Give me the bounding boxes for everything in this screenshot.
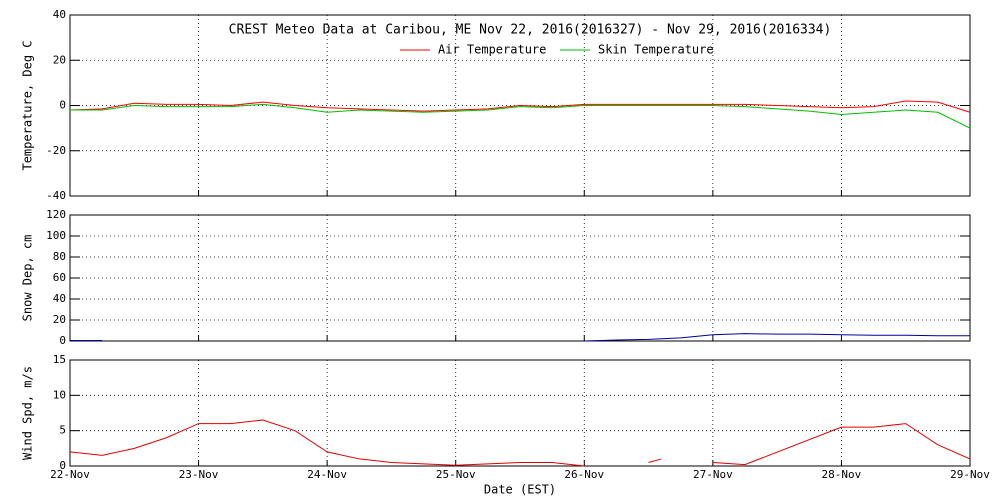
y-tick-label: 100 <box>46 229 66 242</box>
data-line <box>648 458 662 463</box>
x-tick-label: 23-Nov <box>179 468 219 481</box>
y-axis-label: Snow Dep, cm <box>21 235 35 322</box>
plot-frame <box>69 14 971 197</box>
data-line <box>584 333 970 342</box>
x-tick-label: 25-Nov <box>436 468 476 481</box>
y-axis-label: Temperature, Deg C <box>21 40 35 170</box>
y-tick-label: -40 <box>46 189 66 202</box>
y-tick-label: 40 <box>53 292 66 305</box>
y-tick-label: 20 <box>53 313 66 326</box>
legend-label: Skin Temperature <box>598 43 714 57</box>
y-tick-label: -20 <box>46 144 66 157</box>
x-tick-label: 28-Nov <box>822 468 862 481</box>
data-line <box>69 100 971 113</box>
x-tick-label: 24-Nov <box>307 468 347 481</box>
chart-title: CREST Meteo Data at Caribou, ME Nov 22, … <box>229 23 832 38</box>
data-line <box>70 103 971 129</box>
y-tick-label: 40 <box>53 8 66 21</box>
y-tick-label: 120 <box>46 208 66 221</box>
y-tick-label: 10 <box>53 388 66 401</box>
y-tick-label: 15 <box>53 353 66 366</box>
y-tick-label: 20 <box>53 53 66 66</box>
plot-frame <box>69 214 971 342</box>
x-axis-label: Date (EST) <box>484 483 556 497</box>
y-axis-label: Wind Spd, m/s <box>21 366 35 460</box>
x-tick-label: 29-Nov <box>950 468 990 481</box>
y-tick-label: 0 <box>59 334 66 347</box>
y-tick-label: 0 <box>59 459 66 472</box>
y-tick-label: 0 <box>59 99 66 112</box>
y-tick-label: 5 <box>59 424 66 437</box>
y-tick-label: 60 <box>53 271 66 284</box>
plot-frame <box>69 359 971 467</box>
legend-label: Air Temperature <box>438 43 546 57</box>
data-line <box>712 423 971 466</box>
y-tick-label: 80 <box>53 250 66 263</box>
x-tick-label: 27-Nov <box>693 468 733 481</box>
x-tick-label: 22-Nov <box>50 468 90 481</box>
x-tick-label: 26-Nov <box>564 468 604 481</box>
data-line <box>69 419 585 467</box>
